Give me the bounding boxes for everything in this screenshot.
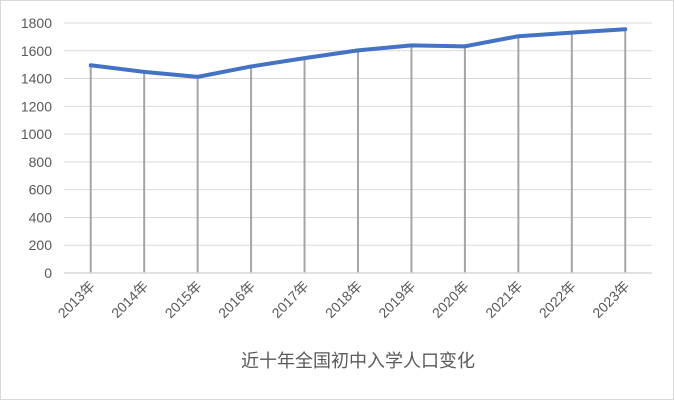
x-axis-title: 近十年全国初中入学人口变化 [241,351,475,372]
x-tick-label: 2019年 [375,278,418,321]
y-tick-label: 1800 [21,15,52,31]
y-tick-label: 200 [29,237,53,253]
y-tick-label: 1000 [21,126,52,142]
x-tick-label: 2021年 [482,278,525,321]
x-tick-label: 2015年 [162,278,205,321]
x-tick-label: 2020年 [429,278,472,321]
x-tick-label: 2017年 [268,278,311,321]
y-tick-label: 1600 [21,43,52,59]
x-tick-label: 2016年 [215,278,258,321]
y-tick-label: 600 [29,182,53,198]
y-tick-label: 1400 [21,71,52,87]
y-tick-label: 1200 [21,98,52,114]
y-tick-label: 0 [44,265,52,281]
x-tick-label: 2014年 [108,278,151,321]
x-tick-label: 2022年 [536,278,579,321]
x-tick-label: 2018年 [322,278,365,321]
x-tick-label: 2023年 [589,278,632,321]
y-tick-label: 800 [29,154,53,170]
y-tick-label: 400 [29,209,53,225]
x-tick-label: 2013年 [55,278,98,321]
